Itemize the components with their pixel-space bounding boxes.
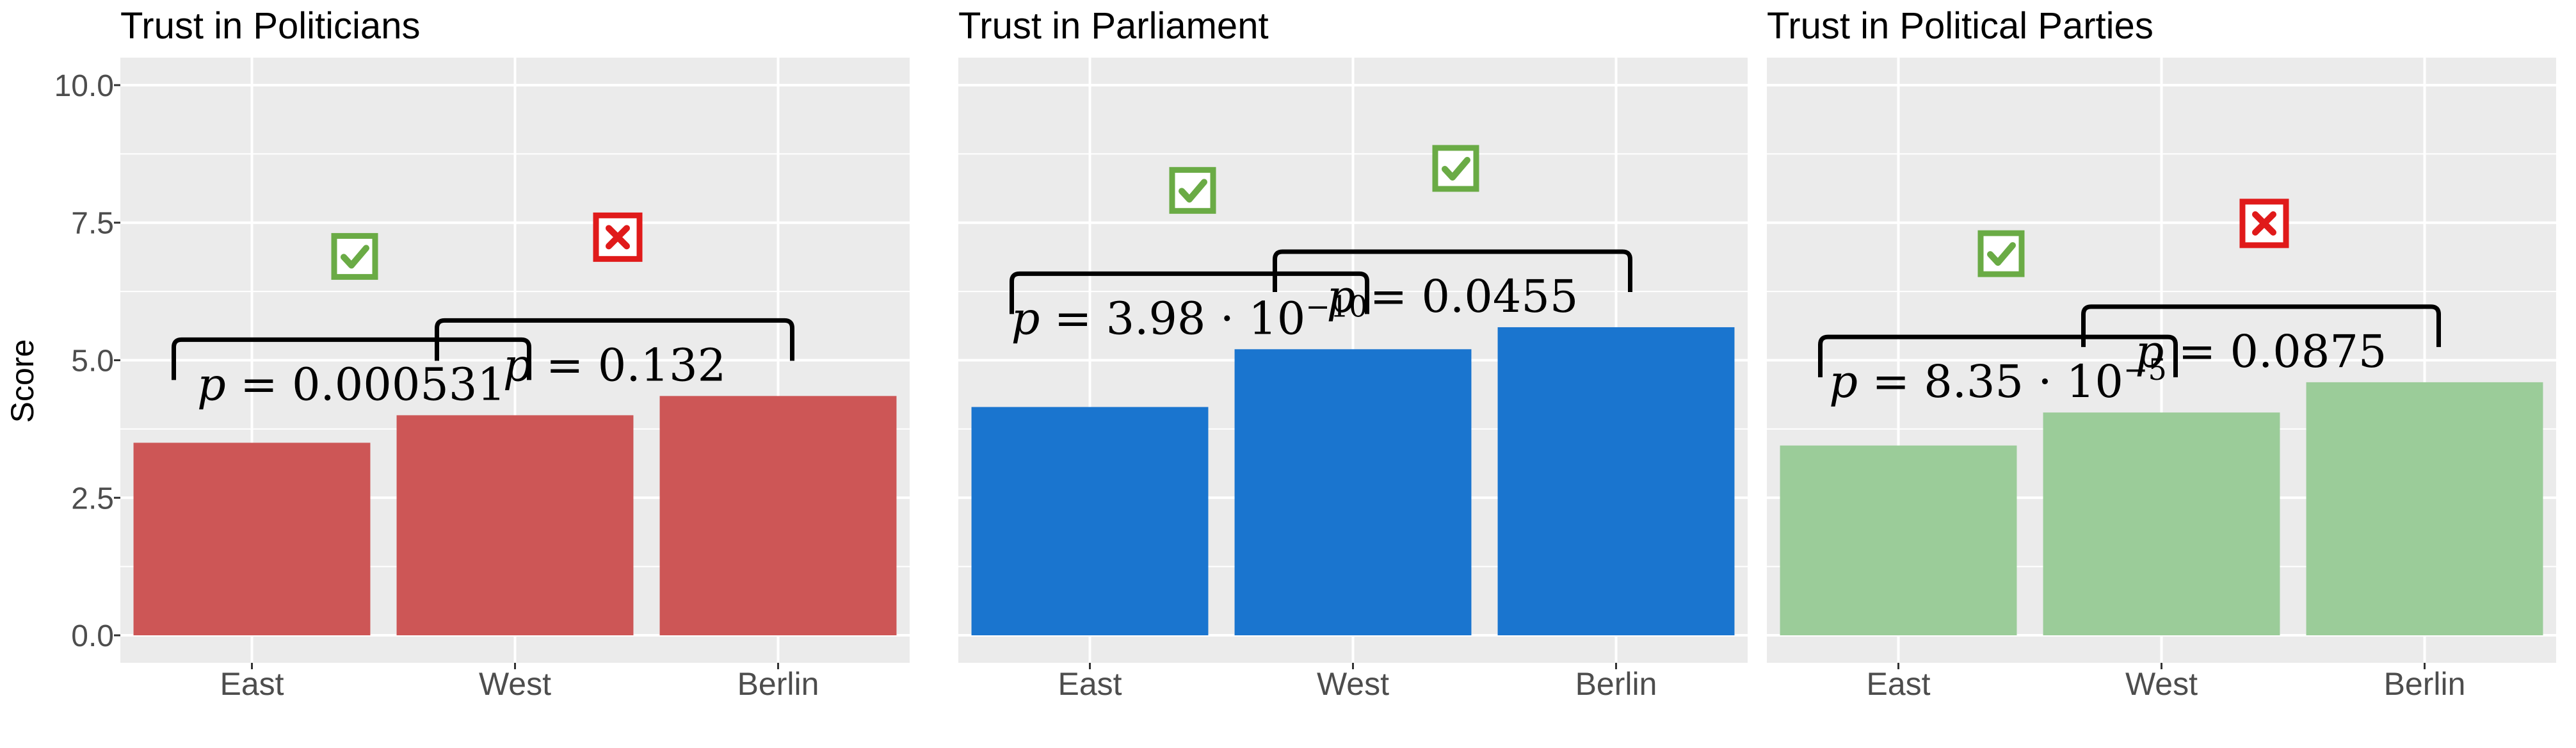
panel: East West Berlin Trust in Parliament p = 3.9…: [958, 5, 1748, 702]
panel: East West Berlin Trust in Politicians p = 0.…: [120, 5, 910, 702]
panel-title: Trust in Political Parties: [1767, 5, 2153, 47]
checkmark-icon-frame: [1432, 145, 1479, 192]
y-tick-label: 2.5: [71, 482, 114, 516]
p-value-label: p = 0.0875: [2136, 325, 2387, 378]
x-tick-label: West: [479, 666, 551, 702]
p-value-label: p = 0.132: [503, 339, 726, 391]
significance-bracket: [2081, 304, 2441, 347]
x-tick-label: West: [2125, 666, 2198, 702]
significance-bracket: [1818, 334, 2178, 378]
y-tick-label: 0.0: [71, 619, 114, 653]
significance-bracket: [172, 337, 531, 380]
significance-bracket: [435, 318, 794, 361]
bar: [1497, 327, 1735, 636]
cross-icon: [593, 212, 643, 262]
x-tick-label: East: [1866, 666, 1930, 702]
significance-bracket: [1273, 249, 1632, 292]
x-tick-label: Berlin: [2384, 666, 2466, 702]
bar: [2043, 412, 2280, 636]
checkmark-icon-frame: [331, 232, 378, 280]
x-tick-label: East: [220, 666, 284, 702]
bar: [971, 407, 1209, 636]
y-tick-label: 7.5: [71, 207, 114, 241]
checkmark-icon: [331, 232, 378, 280]
cross-icon: [2239, 199, 2289, 248]
checkmark-icon-tick: [341, 245, 369, 269]
significance-bracket: [1010, 271, 1369, 314]
checkmark-icon-tick: [1179, 179, 1207, 203]
x-tick-label: Berlin: [1575, 666, 1657, 702]
p-value-label: p = 0.0455: [1327, 270, 1579, 323]
x-tick-label: West: [1317, 666, 1389, 702]
bar: [133, 443, 371, 636]
bar: [659, 396, 897, 636]
checkmark-icon: [1432, 145, 1479, 192]
panel-title: Trust in Parliament: [958, 5, 1269, 47]
panel: East West Berlin Trust in Political Parties…: [1767, 5, 2556, 702]
checkmark-icon-tick: [1987, 242, 2016, 266]
bar: [396, 415, 634, 636]
cross-icon-x: [2252, 211, 2276, 236]
panel-title: Trust in Politicians: [120, 5, 420, 47]
p-value-label: p = 3.98 · 10−10: [1011, 289, 1368, 345]
checkmark-icon: [1977, 230, 2025, 277]
y-tick-label: 5.0: [71, 345, 114, 378]
cross-icon-x: [606, 225, 630, 250]
x-tick-label: Berlin: [737, 666, 819, 702]
p-value-label: p = 0.000531: [197, 358, 506, 411]
checkmark-icon: [1169, 167, 1216, 214]
x-tick-label: East: [1058, 666, 1122, 702]
bar: [1780, 445, 2017, 636]
y-tick-label: 10.0: [54, 69, 114, 103]
bar: [1234, 349, 1472, 636]
p-value-label: p = 8.35 · 10−5: [1829, 352, 2166, 408]
checkmark-icon-tick: [1442, 156, 1470, 181]
bar: [2306, 382, 2543, 636]
y-axis-label: Score: [4, 339, 40, 423]
checkmark-icon-frame: [1977, 230, 2025, 277]
checkmark-icon-frame: [1169, 167, 1216, 214]
